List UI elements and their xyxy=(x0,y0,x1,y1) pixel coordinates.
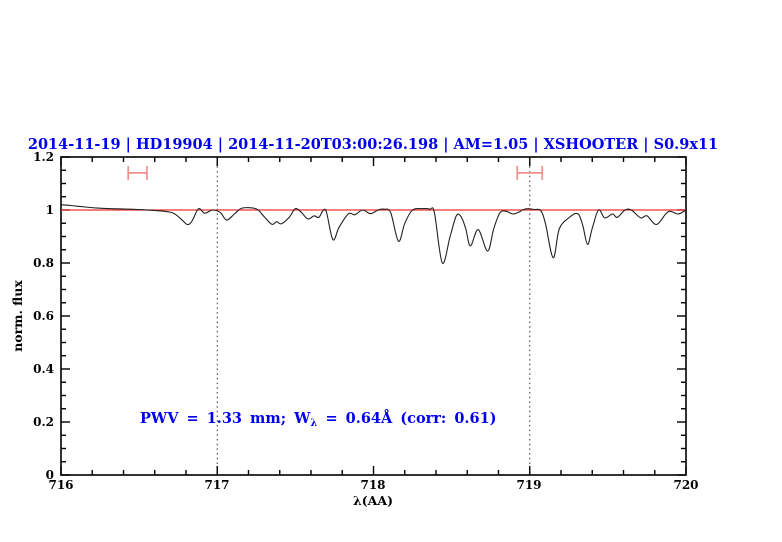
x-tick-label: 716 xyxy=(48,478,73,492)
x-tick-label: 720 xyxy=(673,478,698,492)
y-axis-label: norm. flux xyxy=(10,280,25,352)
plot-title: 2014-11-19 | HD19904 | 2014-11-20T03:00:… xyxy=(28,136,718,153)
x-tick-label: 717 xyxy=(204,478,229,492)
spectrum-line xyxy=(60,204,687,264)
x-tick-label: 718 xyxy=(360,478,385,492)
axis-frame xyxy=(60,156,687,476)
y-tick-label: 0.8 xyxy=(33,256,54,270)
x-tick-label: 719 xyxy=(516,478,541,492)
y-tick-label: 0.2 xyxy=(33,415,54,429)
y-tick-label: 0.6 xyxy=(33,309,54,323)
x-tick-labels: 716 717 718 719 720 xyxy=(48,478,698,492)
y-tick-labels: 0 0.2 0.4 0.6 0.8 1 1.2 xyxy=(33,150,54,482)
y-tick-label: 0.4 xyxy=(33,362,54,376)
annotation-pwv: PWV = 1.33 mm; Wλ = 0.64Å (corr: 0.61) xyxy=(140,409,497,429)
x-axis-label: λ(AA) xyxy=(353,493,393,508)
annotation-post: = 0.64Å (corr: 0.61) xyxy=(317,409,496,427)
annotation-lambda-subscript: λ xyxy=(310,418,317,429)
y-tick-label: 1.2 xyxy=(33,150,54,164)
annotation-pre: PWV = 1.33 mm; W xyxy=(140,410,311,427)
chart-canvas xyxy=(60,156,687,476)
y-tick-label: 0 xyxy=(46,468,54,482)
y-tick-label: 1 xyxy=(46,203,54,217)
